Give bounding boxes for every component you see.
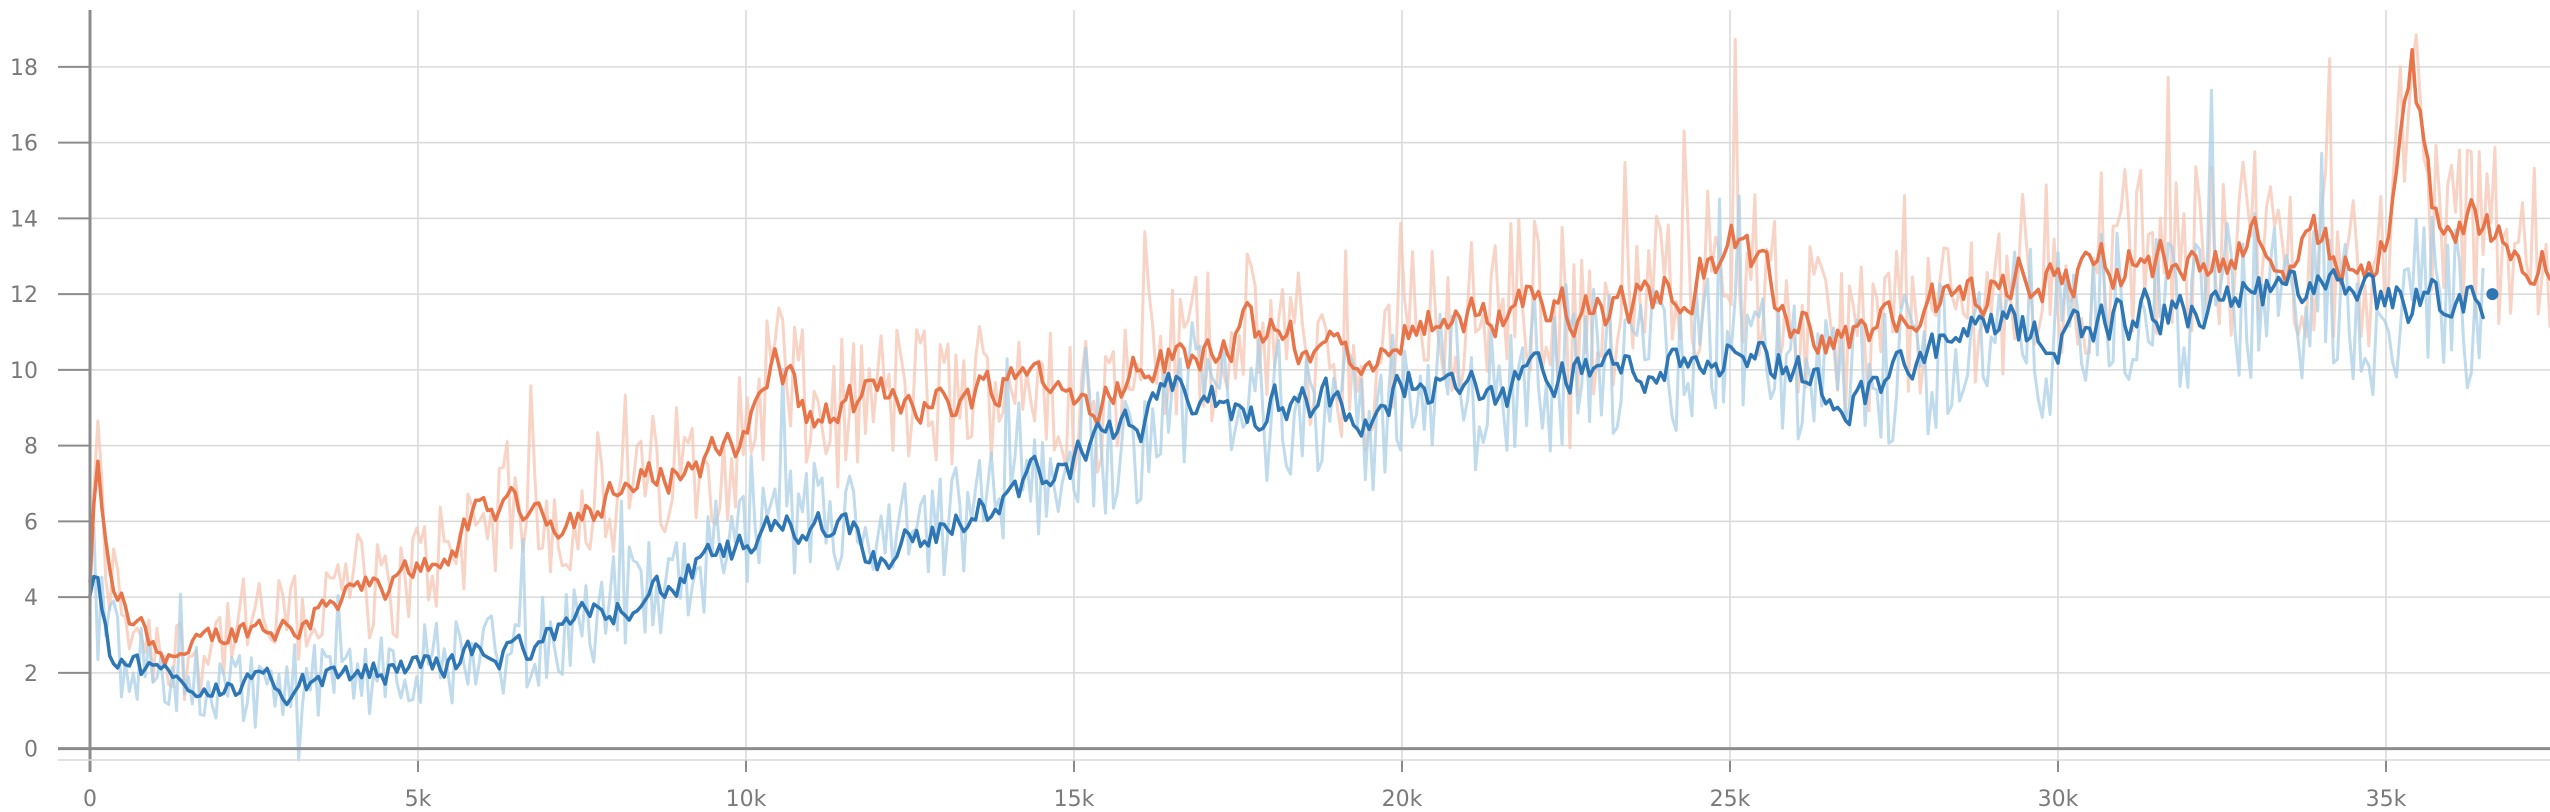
y-tick-label: 16 [10,132,38,157]
smoothed-series-line-1 [88,268,2485,707]
axes [58,10,2550,772]
y-tick-label: 4 [24,586,38,611]
raw-series-lines [88,33,2550,762]
series-end-dot [2486,288,2499,301]
x-tick-label: 20k [1382,787,1423,812]
y-tick-label: 14 [10,207,38,232]
x-tick-label: 35k [2366,787,2407,812]
y-tick-label: 10 [10,359,38,384]
x-tick-label: 5k [405,787,432,812]
raw-series-line-0 [88,33,2550,702]
x-axis-tick-labels: 0 5k 10k 15k 20k 25k 30k 35k [83,787,2407,812]
series-end-markers [2486,288,2499,301]
raw-series-line-1 [88,88,2485,762]
smoothed-series-lines [88,47,2550,707]
y-tick-label: 8 [24,435,38,460]
x-tick-label: 25k [1710,787,1751,812]
y-tick-label: 2 [24,662,38,687]
y-tick-label: 0 [24,738,38,763]
x-tick-label: 0 [83,787,97,812]
y-axis-tick-labels: 0 2 4 6 8 10 12 14 16 18 [10,56,38,763]
smoothed-series-line-0 [88,47,2550,666]
x-tick-label: 15k [1054,787,1095,812]
x-tick-label: 10k [726,787,767,812]
y-tick-label: 6 [24,510,38,535]
y-tick-label: 12 [10,283,38,308]
x-tick-label: 30k [2038,787,2079,812]
y-tick-label: 18 [10,56,38,81]
